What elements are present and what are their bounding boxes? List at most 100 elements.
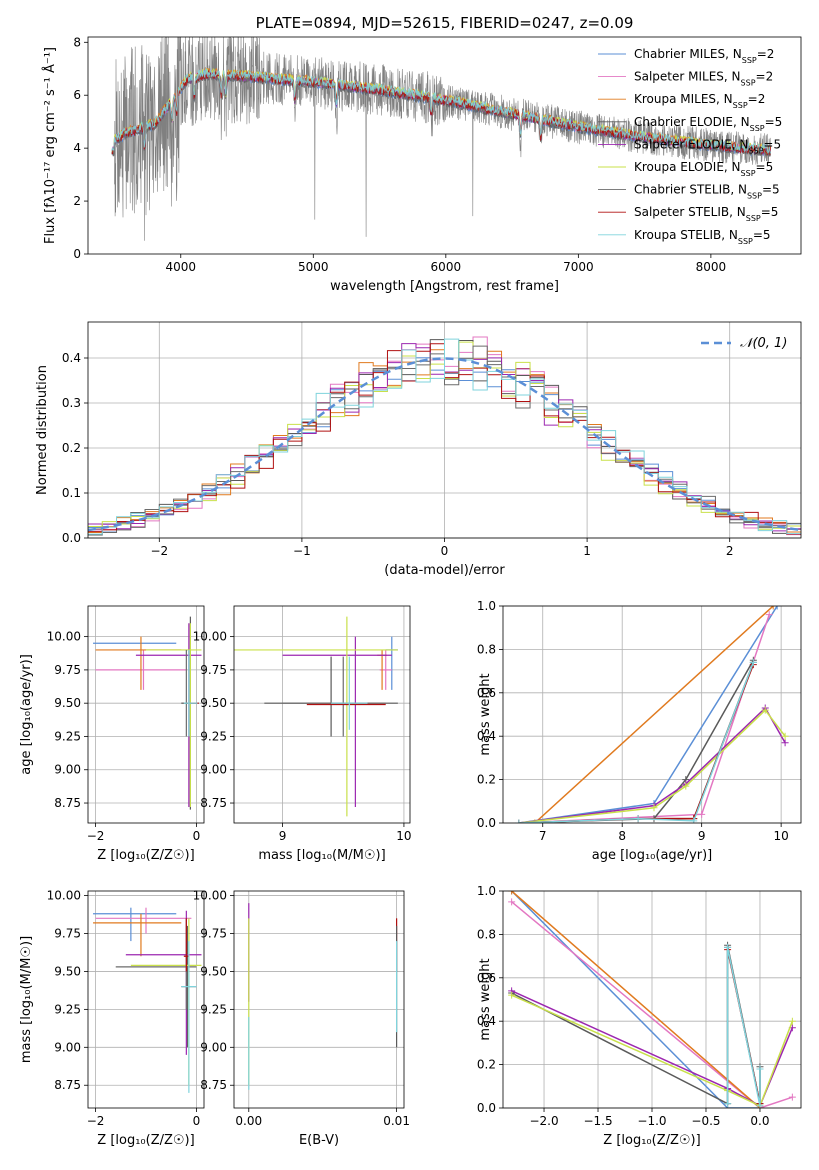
y-tick-label: 8.75 bbox=[54, 1078, 81, 1092]
axes-frame bbox=[87, 36, 802, 255]
spectrum-legend: Chabrier MILES, NSSP=2 Salpeter MILES, NS… bbox=[598, 47, 782, 245]
x-tick-label: 2 bbox=[726, 544, 734, 558]
data-point-kroupa_elodie bbox=[788, 1017, 796, 1025]
age-vs-metallicity-panel: −2 0 8.75 9.00 9.25 9.50 9.75 10.00 Z [log₁₀(Z/Z… bbox=[19, 605, 205, 863]
y-tick-label: 0 bbox=[73, 247, 81, 261]
model-line-kroupa_stelib bbox=[111, 67, 771, 154]
series-line-chabrier_stelib bbox=[518, 662, 755, 823]
y-tick-label: 9.25 bbox=[200, 729, 227, 743]
y-tick-label: 0.0 bbox=[62, 531, 81, 545]
y-tick-label: 8.75 bbox=[200, 1078, 227, 1092]
y-tick-label: 10.00 bbox=[193, 889, 227, 903]
y-axis-label: Flux [fλ10⁻¹⁷ erg cm⁻² s⁻¹ Å⁻¹] bbox=[42, 47, 58, 244]
x-axis-label: wavelength [Angstrom, rest frame] bbox=[330, 279, 559, 294]
mass-weight-vs-metallicity-panel: −2.0 −1.5 −1.0 −0.5 0.0 0.0 0.2 0.4 0.6 0.8 1.0 Z [… bbox=[477, 884, 802, 1148]
axes-frame bbox=[502, 605, 802, 824]
y-tick-label: 0.4 bbox=[62, 351, 81, 365]
data-point-salpeter_miles bbox=[698, 810, 706, 818]
x-axis-label: Z [log₁₀(Z/Z☉)] bbox=[97, 848, 194, 863]
x-axis-label: age [log₁₀(age/yr)] bbox=[592, 848, 713, 863]
y-tick-label: 8 bbox=[73, 35, 81, 49]
y-tick-label: 0.3 bbox=[62, 396, 81, 410]
y-tick-label: 9.75 bbox=[54, 663, 81, 677]
x-axis-label: (data-model)/error bbox=[384, 563, 505, 578]
y-tick-label: 0.6 bbox=[477, 686, 496, 700]
data-point-salpeter_elodie bbox=[781, 739, 789, 747]
data-point-kroupa_stelib bbox=[515, 819, 523, 823]
x-tick-label: 8 bbox=[618, 829, 626, 843]
y-tick-label: 0.0 bbox=[477, 1101, 496, 1115]
x-tick-label: 0.01 bbox=[383, 1114, 410, 1128]
x-tick-label: 7 bbox=[539, 829, 547, 843]
mass-vs-metallicity-panel: −2 0 8.75 9.00 9.25 9.50 9.75 10.00 Z [log₁₀(Z/Z… bbox=[19, 889, 205, 1148]
y-tick-label: 9.75 bbox=[200, 663, 227, 677]
data-point-kroupa_elodie bbox=[508, 991, 516, 999]
series-line-chabrier_elodie bbox=[511, 945, 761, 1105]
x-tick-label: 4000 bbox=[165, 260, 196, 274]
y-tick-label: 9.25 bbox=[54, 729, 81, 743]
plot-area bbox=[508, 891, 796, 1108]
data-point-kroupa_stelib bbox=[724, 943, 732, 951]
series-line-kroupa_miles bbox=[511, 891, 761, 1108]
series-line-chabrier_miles bbox=[511, 891, 760, 1108]
x-axis-label: E(B-V) bbox=[299, 1133, 339, 1148]
x-axis-label: Z [log₁₀(Z/Z☉)] bbox=[97, 1133, 194, 1148]
y-tick-label: 0.4 bbox=[477, 729, 496, 743]
x-tick-label: −0.5 bbox=[691, 1114, 720, 1128]
axes-frame bbox=[87, 890, 205, 1109]
y-tick-label: 0.2 bbox=[477, 773, 496, 787]
mass-weight-vs-age-panel: 7 8 9 10 0.0 0.2 0.4 0.6 0.8 1.0 age [log₁₀(age/yr… bbox=[477, 599, 802, 863]
x-tick-label: 0 bbox=[441, 544, 449, 558]
y-tick-label: 0.6 bbox=[477, 971, 496, 985]
y-tick-label: 10.00 bbox=[193, 630, 227, 644]
y-tick-label: 9.00 bbox=[200, 1040, 227, 1054]
y-tick-label: 9.50 bbox=[200, 696, 227, 710]
y-tick-label: 8.75 bbox=[54, 796, 81, 810]
data-point-salpeter_miles bbox=[788, 1093, 796, 1101]
x-tick-label: 10 bbox=[773, 829, 788, 843]
y-tick-label: 9.00 bbox=[54, 1040, 81, 1054]
x-tick-label: 0 bbox=[193, 829, 201, 843]
x-tick-label: 8000 bbox=[696, 260, 727, 274]
legend-entry: Chabrier ELODIE, NSSP=5 bbox=[634, 115, 782, 133]
y-tick-label: 9.75 bbox=[54, 926, 81, 940]
series-line-kroupa_stelib bbox=[726, 947, 761, 1106]
legend-entry: Kroupa MILES, NSSP=2 bbox=[634, 92, 765, 110]
data-point-kroupa_elodie bbox=[682, 782, 690, 790]
x-tick-label: −2.0 bbox=[529, 1114, 558, 1128]
y-tick-label: 0.8 bbox=[477, 642, 496, 656]
y-axis-label: mass weight bbox=[478, 958, 493, 1040]
y-tick-label: 1.0 bbox=[477, 884, 496, 898]
y-tick-label: 9.50 bbox=[54, 696, 81, 710]
y-tick-label: 0.2 bbox=[62, 441, 81, 455]
x-tick-label: 9 bbox=[698, 829, 706, 843]
data-point-kroupa_elodie bbox=[781, 732, 789, 740]
y-tick-label: 1.0 bbox=[477, 599, 496, 613]
legend-entry: 𝒩(0, 1) bbox=[740, 336, 787, 351]
chart-title: PLATE=0894, MJD=52615, FIBERID=0247, z=0… bbox=[256, 14, 634, 32]
data-point-kroupa_stelib bbox=[756, 1065, 764, 1073]
data-point-kroupa_elodie bbox=[650, 804, 658, 812]
data-point-kroupa_miles bbox=[508, 891, 516, 895]
x-tick-label: −2 bbox=[87, 1114, 105, 1128]
series-line-kroupa_miles bbox=[534, 606, 774, 823]
y-axis-label: mass [log₁₀(M/M☉)] bbox=[19, 936, 34, 1063]
plot-area bbox=[88, 336, 801, 536]
plot-area bbox=[93, 907, 202, 1093]
x-tick-label: 10 bbox=[396, 829, 411, 843]
legend-entry: Salpeter MILES, NSSP=2 bbox=[634, 70, 773, 88]
spectrum-panel: 4000 5000 6000 7000 8000 0 2 4 6 8 wavelength [Ang… bbox=[42, 14, 802, 294]
data-point-kroupa_stelib bbox=[756, 1102, 764, 1108]
data-point-chabrier_miles bbox=[773, 606, 781, 610]
age-vs-mass-panel: 9 10 8.75 9.00 9.25 9.50 9.75 10.00 mass [log₁₀(… bbox=[193, 605, 412, 863]
axes-frame bbox=[87, 605, 205, 824]
y-axis-label: age [log₁₀(age/yr)] bbox=[19, 654, 34, 775]
plot-area bbox=[248, 903, 398, 1090]
x-tick-label: 6000 bbox=[431, 260, 462, 274]
y-axis-label: mass weight bbox=[478, 673, 493, 755]
x-axis-label: Z [log₁₀(Z/Z☉)] bbox=[603, 1133, 700, 1148]
data-point-salpeter_miles bbox=[508, 898, 516, 906]
x-tick-label: 0.0 bbox=[750, 1114, 769, 1128]
series-line-kroupa_elodie bbox=[511, 994, 794, 1107]
